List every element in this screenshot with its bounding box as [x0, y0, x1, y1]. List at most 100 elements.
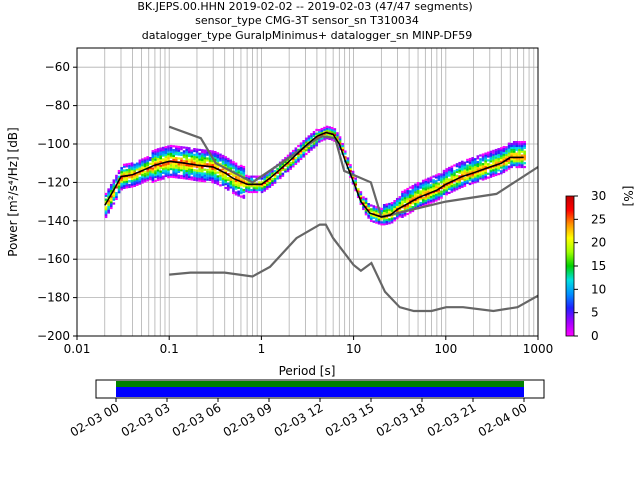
psd-cell	[317, 140, 321, 143]
psd-cell	[193, 174, 196, 178]
psd-cell	[330, 128, 334, 132]
psd-cell	[502, 145, 506, 149]
psd-cell	[200, 168, 204, 171]
psd-cell	[193, 161, 196, 164]
psd-cell	[172, 150, 175, 154]
psd-cell	[291, 157, 295, 160]
psd-cell	[523, 162, 526, 165]
psd-cell	[226, 165, 230, 168]
x-tick-label: 0.01	[64, 342, 91, 356]
psd-cell	[325, 129, 329, 132]
psd-cell	[143, 178, 147, 181]
psd-cell	[445, 181, 448, 184]
psd-cell	[427, 194, 430, 198]
psd-cell	[390, 207, 394, 211]
psd-cell	[177, 151, 181, 154]
psd-cell	[239, 164, 243, 167]
psd-cell	[406, 197, 409, 200]
psd-cell	[349, 167, 352, 171]
psd-cell	[486, 176, 490, 179]
psd-cell	[499, 170, 503, 173]
psd-cell	[414, 195, 417, 198]
psd-cell	[476, 166, 480, 169]
psd-cell	[104, 200, 108, 203]
psd-cell	[385, 220, 389, 223]
psd-cell	[403, 189, 407, 192]
psd-cell	[117, 189, 121, 192]
psd-cell	[494, 150, 498, 154]
psd-cell	[401, 198, 404, 201]
psd-cell	[200, 174, 204, 177]
psd-cell	[481, 164, 485, 168]
psd-cell	[463, 167, 467, 170]
psd-cell	[336, 136, 339, 139]
psd-cell	[221, 179, 225, 183]
psd-cell	[486, 153, 490, 156]
psd-cell	[489, 169, 493, 173]
psd-cell	[294, 158, 298, 162]
psd-cell	[221, 156, 225, 159]
psd-cell	[429, 178, 433, 181]
psd-cell	[148, 168, 152, 171]
psd-cell	[177, 170, 181, 173]
psd-cell	[128, 183, 131, 187]
psd-cell	[416, 195, 420, 198]
psd-cell	[382, 213, 386, 216]
psd-cell	[198, 156, 201, 159]
psd-cell	[195, 158, 199, 161]
psd-cell	[193, 159, 196, 162]
psd-cell	[328, 130, 331, 133]
psd-cell	[351, 170, 355, 173]
psd-cell	[372, 205, 376, 208]
psd-cell	[349, 175, 352, 178]
psd-cell	[273, 179, 277, 182]
time-tick-label: 02-03 03	[119, 400, 173, 439]
psd-cell	[310, 148, 313, 151]
psd-cell	[432, 183, 435, 186]
psd-cell	[515, 140, 519, 144]
psd-cell	[185, 150, 188, 153]
psd-cell	[164, 167, 168, 170]
psd-cell	[297, 156, 300, 159]
psd-cell	[323, 128, 326, 131]
psd-cell	[172, 145, 175, 148]
psd-cell	[133, 182, 136, 186]
psd-cell	[359, 196, 363, 200]
psd-cell	[213, 158, 217, 161]
psd-cell	[156, 150, 160, 153]
psd-cell	[494, 171, 498, 175]
psd-cell	[307, 139, 311, 142]
psd-cell	[120, 176, 123, 179]
psd-cell	[229, 163, 233, 166]
psd-cell	[245, 186, 248, 189]
psd-cell	[421, 200, 425, 204]
psd-cell	[466, 164, 469, 167]
psd-cell	[440, 194, 443, 197]
psd-cell	[141, 181, 144, 184]
psd-cell	[416, 182, 420, 185]
psd-cell	[289, 163, 292, 167]
psd-cell	[255, 187, 259, 190]
psd-cell	[187, 177, 191, 181]
psd-cell	[159, 174, 162, 177]
psd-cell	[193, 172, 196, 176]
psd-cell	[505, 155, 508, 158]
psd-cell	[385, 216, 389, 220]
psd-cell	[159, 149, 162, 152]
psd-cell	[232, 161, 235, 164]
psd-cell	[229, 182, 233, 185]
psd-cell	[421, 202, 425, 205]
psd-cell	[211, 154, 214, 157]
psd-cell	[372, 207, 376, 210]
psd-cell	[151, 175, 155, 178]
psd-cell	[112, 185, 116, 188]
psd-cell	[437, 184, 441, 187]
psd-cell	[239, 182, 243, 185]
psd-cell	[395, 199, 399, 203]
psd-cell	[109, 183, 113, 187]
psd-cell	[484, 173, 487, 176]
psd-cell	[120, 186, 123, 189]
psd-cell	[125, 186, 129, 189]
psd-cell	[403, 197, 407, 200]
psd-cell	[291, 163, 295, 166]
